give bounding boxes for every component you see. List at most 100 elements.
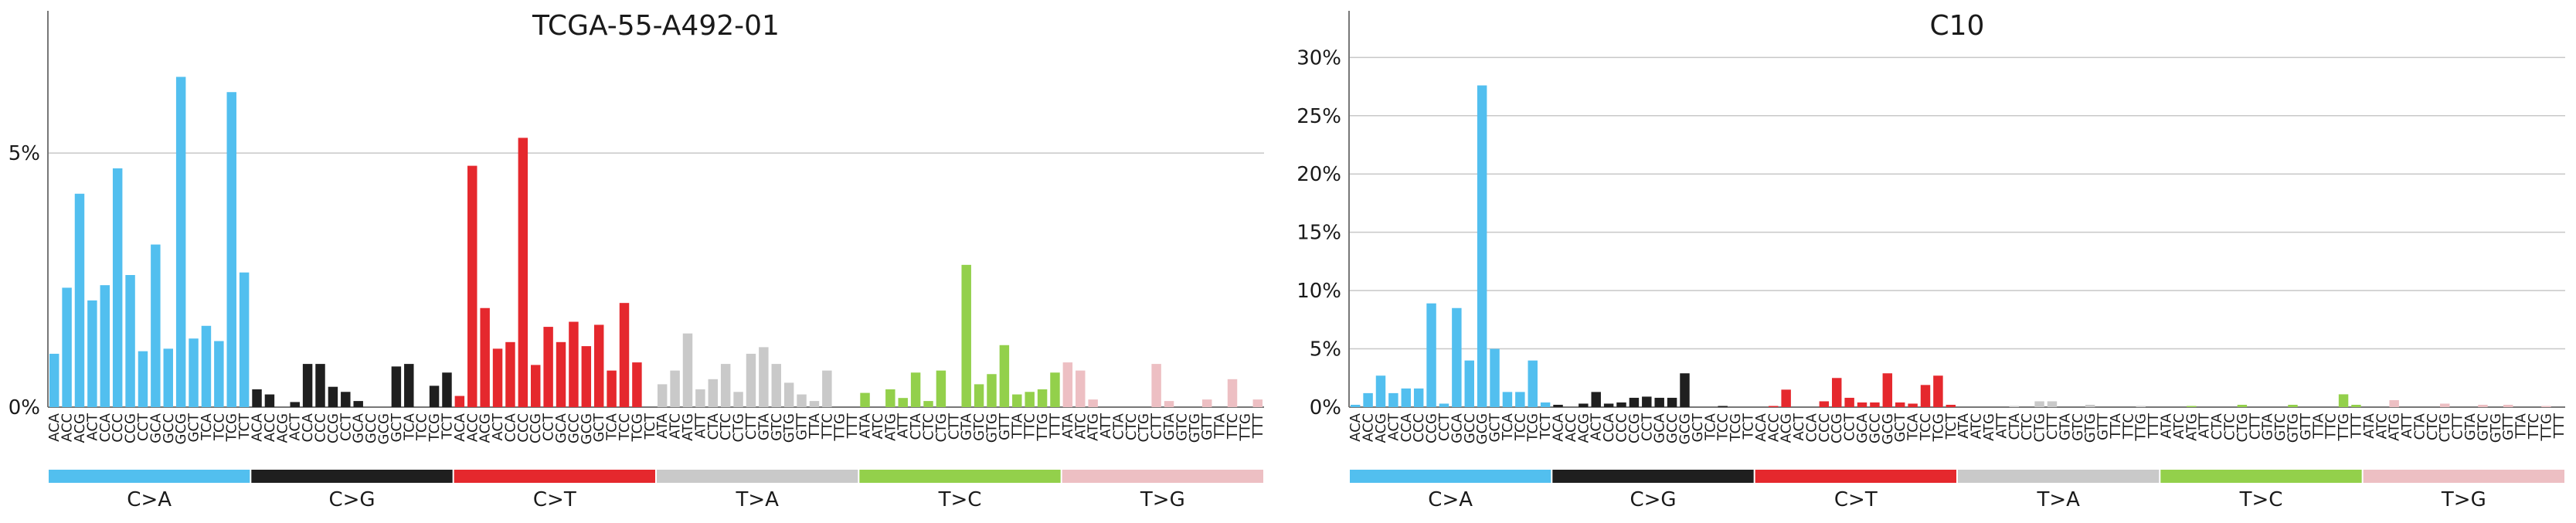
- bar: [783, 382, 794, 407]
- x-tick-label: GCC: [1664, 413, 1681, 443]
- bar: [2237, 404, 2248, 407]
- bar: [1528, 360, 1538, 407]
- bar: [87, 300, 97, 407]
- mutation-group-bar: [657, 470, 858, 483]
- x-tick-label: ACC: [464, 413, 481, 442]
- x-tick-label: CTT: [946, 413, 962, 440]
- bar: [1401, 388, 1412, 407]
- x-tick-label: GCG: [173, 413, 189, 444]
- x-tick-label: TCA: [1702, 413, 1718, 441]
- y-tick-label: 10%: [1296, 280, 1341, 303]
- bar: [1654, 397, 1664, 407]
- bar: [1895, 402, 1905, 407]
- x-tick-label: ATT: [2197, 413, 2213, 439]
- bar: [733, 392, 743, 407]
- bar: [1088, 399, 1098, 407]
- x-tick-label: GCT: [1487, 413, 1504, 443]
- bar: [923, 401, 933, 407]
- bar: [1025, 392, 1035, 407]
- bar: [62, 287, 72, 407]
- x-tick-label: TTC: [2323, 413, 2340, 440]
- x-tick-label: TCT: [1538, 413, 1554, 440]
- x-tick-label: ATA: [858, 413, 874, 439]
- x-tick-label: ATC: [668, 413, 684, 439]
- bar: [391, 366, 402, 407]
- bar: [974, 384, 984, 407]
- x-tick-label: GTC: [1174, 413, 1190, 441]
- x-tick-label: ATG: [1981, 413, 1997, 441]
- x-tick-label: GCA: [1652, 413, 1668, 443]
- x-tick-label: CCC: [313, 413, 329, 443]
- x-tick-label: GCA: [553, 413, 569, 443]
- bar: [1227, 379, 1238, 407]
- x-tick-label: ACG: [1779, 413, 1795, 443]
- chart-panel-1: TCGA-55-A492-010%5%ACAACCACGACTCCACCCCCG…: [8, 10, 1266, 511]
- bar: [607, 370, 617, 407]
- bar: [822, 370, 832, 407]
- x-tick-label: ACA: [452, 413, 468, 442]
- bar: [138, 351, 148, 407]
- bar: [2187, 406, 2197, 407]
- bar: [112, 168, 123, 407]
- bar: [999, 345, 1010, 407]
- x-tick-label: GTG: [2285, 413, 2301, 443]
- bar: [746, 353, 756, 407]
- bar: [1201, 399, 1212, 407]
- x-tick-label: CTA: [2007, 413, 2023, 440]
- x-tick-label: TCC: [1512, 413, 1528, 441]
- mutation-group-label: T>G: [2441, 488, 2486, 511]
- x-tick-label: TCC: [414, 413, 430, 441]
- bar: [1642, 396, 1652, 407]
- bar: [2136, 406, 2146, 407]
- bar: [531, 365, 541, 407]
- x-tick-label: CCA: [1601, 413, 1617, 442]
- x-tick-label: ATA: [1956, 413, 1972, 439]
- bar: [797, 394, 807, 407]
- x-tick-label: GTT: [2095, 413, 2112, 440]
- x-tick-label: TCT: [642, 413, 658, 440]
- x-tick-label: GCT: [1892, 413, 1908, 443]
- x-tick-label: CTG: [1136, 413, 1152, 443]
- x-tick-label: ACA: [1753, 413, 1769, 442]
- bar: [809, 401, 820, 407]
- x-tick-label: GTA: [2462, 413, 2479, 440]
- bar: [1388, 392, 1398, 407]
- x-tick-label: ACG: [477, 413, 494, 443]
- x-tick-label: ACC: [1765, 413, 1782, 442]
- x-tick-label: TCT: [439, 413, 455, 440]
- x-tick-label: TTC: [1225, 413, 1241, 440]
- bar: [1502, 392, 1513, 407]
- bar: [569, 321, 579, 407]
- x-tick-label: TCA: [1905, 413, 1922, 441]
- bar: [2009, 406, 2020, 407]
- bar: [2389, 399, 2399, 407]
- bar: [175, 76, 186, 407]
- x-tick-label: ATA: [1060, 413, 1076, 439]
- bar: [593, 324, 604, 407]
- bar: [1908, 403, 1918, 407]
- bar: [2085, 404, 2095, 407]
- bar: [1579, 403, 1589, 407]
- bar: [315, 364, 325, 407]
- x-tick-label: GCT: [591, 413, 607, 443]
- bar: [2338, 394, 2349, 407]
- bar: [720, 364, 731, 407]
- x-tick-label: TTA: [2108, 413, 2124, 439]
- x-tick-label: GTC: [971, 413, 987, 441]
- x-tick-label: TTG: [2336, 413, 2352, 442]
- bar: [74, 193, 85, 407]
- x-tick-label: ACG: [1373, 413, 1389, 443]
- x-tick-label: CTG: [933, 413, 950, 443]
- bar: [252, 389, 262, 407]
- x-tick-label: CTA: [908, 413, 924, 440]
- x-tick-label: ATT: [895, 413, 912, 439]
- x-tick-label: ATC: [870, 413, 886, 439]
- x-tick-label: TTT: [2146, 413, 2162, 439]
- bar: [1832, 378, 1842, 407]
- x-tick-label: GTA: [1161, 413, 1178, 440]
- x-tick-label: TCC: [1715, 413, 1731, 441]
- bar: [670, 370, 680, 407]
- bar: [1076, 370, 1086, 407]
- bar: [556, 341, 566, 407]
